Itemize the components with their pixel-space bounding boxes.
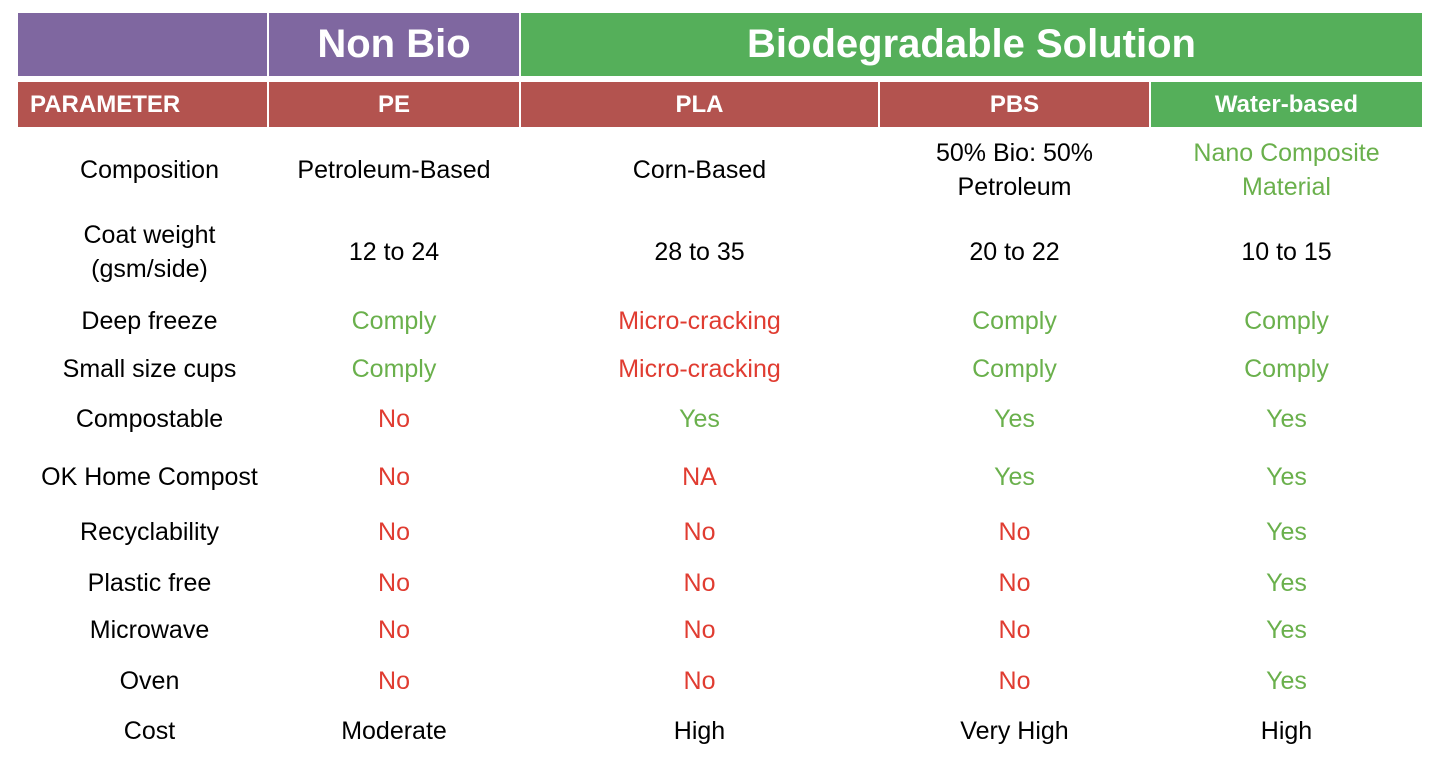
value-cell: Corn-Based (632, 156, 767, 184)
value-cell: No (683, 616, 716, 644)
value-cell: Yes (1266, 518, 1307, 546)
blank-group-header (18, 13, 267, 76)
column-header: PBS (880, 82, 1149, 127)
value-cell: High (673, 717, 726, 745)
value-cell: Yes (1266, 667, 1307, 695)
value-cell: Nano Composite Material (1193, 139, 1380, 201)
parameter-cell: Compostable (75, 405, 224, 433)
parameter-cell: Plastic free (87, 569, 212, 597)
value-cell: Petroleum-Based (297, 156, 491, 184)
value-cell: No (378, 569, 410, 597)
parameter-cell: Coat weight (gsm/side) (83, 221, 216, 283)
value-cell: Yes (679, 405, 720, 433)
value-cell: 28 to 35 (654, 238, 745, 266)
group-header: Non Bio (269, 13, 519, 76)
value-cell: Yes (1266, 463, 1307, 491)
value-cell: No (998, 569, 1031, 597)
value-cell: Comply (351, 355, 437, 383)
value-cell: Yes (1266, 616, 1307, 644)
value-cell: High (1260, 717, 1313, 745)
value-cell: Yes (994, 405, 1035, 433)
value-cell: 20 to 22 (969, 238, 1060, 266)
column-header: Water-based (1151, 82, 1422, 127)
value-cell: 10 to 15 (1241, 238, 1332, 266)
parameter-cell: Deep freeze (81, 307, 218, 335)
group-header: Biodegradable Solution (521, 13, 1422, 76)
column-header: PE (269, 82, 519, 127)
value-cell: Yes (1266, 569, 1307, 597)
column-header: PARAMETER (18, 82, 267, 127)
value-cell: No (378, 463, 410, 491)
value-cell: Yes (1266, 405, 1307, 433)
value-cell: 50% Bio: 50% Petroleum (935, 139, 1094, 201)
value-cell: Comply (972, 355, 1057, 383)
value-cell: Comply (972, 307, 1057, 335)
parameter-cell: Oven (119, 667, 180, 695)
value-cell: No (998, 667, 1031, 695)
column-header: PLA (521, 82, 878, 127)
value-cell: No (378, 616, 410, 644)
value-cell: No (378, 405, 410, 433)
parameter-cell: Small size cups (62, 355, 237, 383)
value-cell: No (683, 667, 716, 695)
value-cell: No (683, 518, 716, 546)
parameter-cell: Microwave (89, 616, 210, 644)
parameter-cell: Recyclability (80, 518, 219, 546)
value-cell: Comply (1244, 307, 1329, 335)
value-cell: Comply (1244, 355, 1329, 383)
value-cell: NA (682, 463, 717, 491)
value-cell: Very High (960, 717, 1069, 745)
value-cell: Moderate (341, 717, 447, 745)
parameter-cell: OK Home Compost (41, 463, 258, 491)
value-cell: Micro-cracking (618, 307, 781, 335)
value-cell: No (998, 518, 1031, 546)
parameter-cell: Cost (123, 717, 176, 745)
value-cell: Comply (351, 307, 437, 335)
value-cell: No (378, 667, 410, 695)
value-cell: No (998, 616, 1031, 644)
value-cell: Micro-cracking (618, 355, 781, 383)
value-cell: Yes (994, 463, 1035, 491)
parameter-cell: Composition (80, 156, 219, 184)
value-cell: No (378, 518, 410, 546)
value-cell: No (683, 569, 716, 597)
value-cell: 12 to 24 (348, 238, 440, 266)
